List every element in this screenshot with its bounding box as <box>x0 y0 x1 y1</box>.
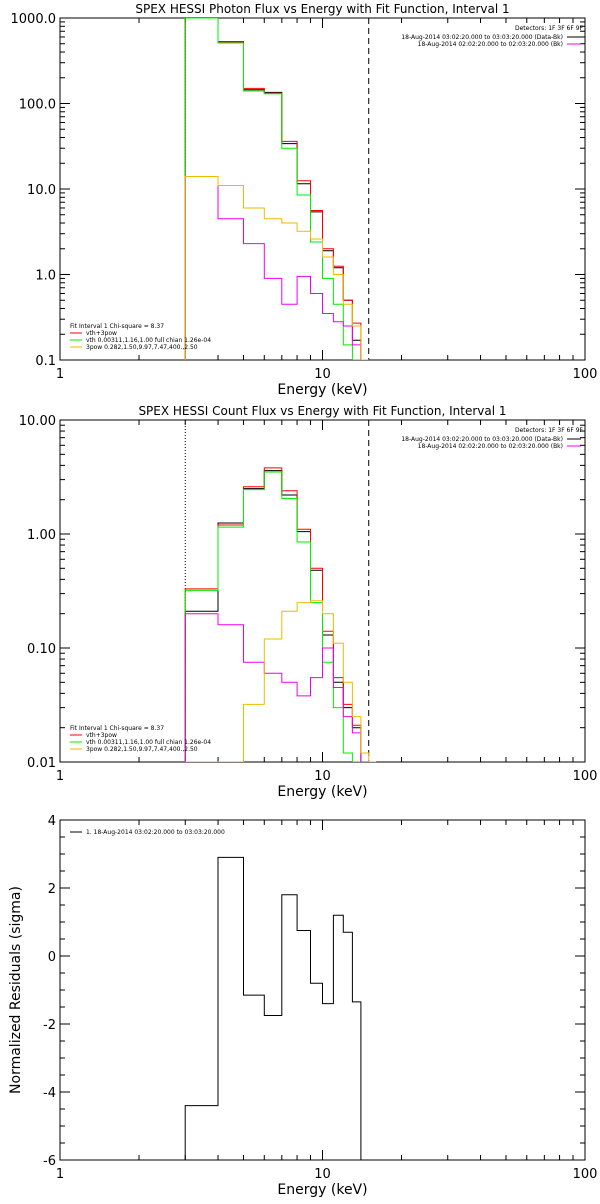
x-tick-label: 1 <box>56 367 64 382</box>
x-tick-label: 1 <box>56 1167 64 1182</box>
step-series-2 <box>184 18 369 360</box>
data-series-group <box>184 856 369 1160</box>
step-series-1 <box>184 470 377 762</box>
legend-bottom-label: vth 0.00311,1.16,1.00 full chian 1.26e-0… <box>86 739 211 746</box>
step-series-5 <box>184 176 369 360</box>
data-series-group <box>184 467 377 762</box>
legend-top-label: 18-Aug-2014 03:02:20.000 to 03:03:20.000… <box>401 34 563 41</box>
y-tick-label: 0 <box>48 950 56 965</box>
legend-bottom-label: vth 0.00311,1.16,1.00 full chian 1.26e-0… <box>86 337 211 344</box>
y-tick-label: 0.10 <box>27 642 56 657</box>
chart-panel-2: SPEX HESSI Count Flux vs Energy with Fit… <box>19 404 598 800</box>
legend-bottom-label: 3pow 0.282,1.50,9.97,7.47,400.,2.50 <box>86 344 198 351</box>
chart-panel-3: 1 10 100 -6 -4 -2 0 2 4 Energy (keV) Normalized Re… <box>8 814 597 1198</box>
y-tick-label: 0.01 <box>27 756 56 771</box>
x-tick-label: 10 <box>314 769 331 784</box>
x-tick-label: 100 <box>573 367 598 382</box>
step-series-1 <box>184 856 369 1160</box>
step-series-5 <box>185 600 377 762</box>
step-series-4 <box>184 613 377 762</box>
x-tick-label: 100 <box>573 1167 598 1182</box>
y-axis-title: Normalized Residuals (sigma) <box>8 886 24 1094</box>
legend-top-label: 18-Aug-2014 02:02:20.000 to 02:03:20.000… <box>418 443 563 450</box>
data-series-group <box>184 18 369 360</box>
x-tick-label: 10 <box>314 1167 331 1182</box>
step-series-2 <box>184 467 377 762</box>
legend-top-label: 18-Aug-2014 02:02:20.000 to 02:03:20.000… <box>418 41 563 48</box>
y-tick-label: 0.1 <box>35 354 56 369</box>
x-tick-label: 1 <box>56 769 64 784</box>
y-tick-label: -6 <box>43 1154 56 1169</box>
step-series-1 <box>184 18 369 360</box>
chart-title: SPEX HESSI Photon Flux vs Energy with Fi… <box>135 2 509 16</box>
detectors-label: Detectors: 1F 3F 6F 9F <box>515 25 584 32</box>
y-tick-label: 100.0 <box>19 98 56 113</box>
step-series-3 <box>184 471 377 762</box>
legend-bottom-label: vth+3pow <box>86 330 117 337</box>
x-tick-label: 100 <box>573 769 598 784</box>
step-series-3 <box>184 18 369 360</box>
y-tick-label: -4 <box>43 1086 56 1101</box>
x-axis-title: Energy (keV) <box>277 1182 367 1198</box>
residual-legend-label: 1. 18-Aug-2014 03:02:20.000 to 03:03:20.… <box>86 829 225 836</box>
y-tick-label: 1000.0 <box>11 12 57 27</box>
chart-panel-1: SPEX HESSI Photon Flux vs Energy with Fi… <box>11 2 598 398</box>
x-axis-title: Energy (keV) <box>277 784 367 800</box>
y-tick-label: 1.00 <box>27 528 56 543</box>
step-series-4 <box>184 176 369 360</box>
legend-bottom-label: vth+3pow <box>86 732 117 739</box>
x-tick-label: 10 <box>314 367 331 382</box>
chart-title: SPEX HESSI Count Flux vs Energy with Fit… <box>138 404 506 418</box>
detectors-label: Detectors: 1F 3F 6F 9F <box>515 427 584 434</box>
y-tick-label: -2 <box>43 1018 56 1033</box>
legend-top-label: 18-Aug-2014 03:02:20.000 to 03:03:20.000… <box>401 436 563 443</box>
fit-info-label: Fit Interval 1 Chi-square = 8.37 <box>70 323 164 330</box>
legend-bottom-label: 3pow 0.282,1.50,9.97,7.47,400.,2.50 <box>86 746 198 753</box>
y-tick-label: 2 <box>48 882 56 897</box>
x-axis-title: Energy (keV) <box>277 382 367 398</box>
y-tick-label: 10.0 <box>27 183 56 198</box>
fit-info-label: Fit Interval 1 Chi-square = 8.37 <box>70 725 164 732</box>
y-tick-label: 4 <box>48 814 56 829</box>
y-tick-label: 10.00 <box>19 414 56 429</box>
y-tick-label: 1.0 <box>35 269 56 284</box>
